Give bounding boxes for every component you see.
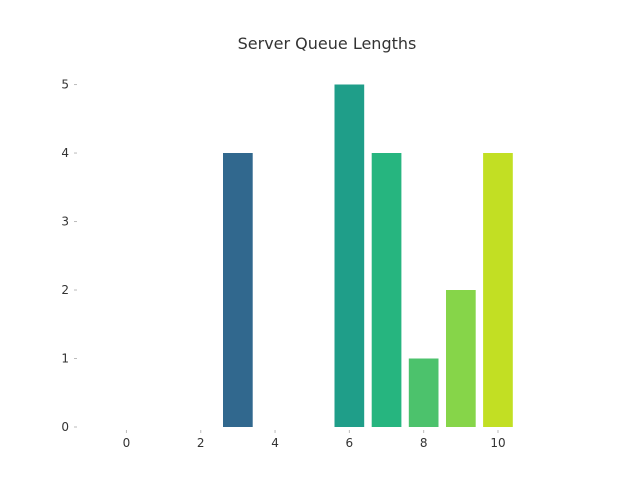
y-tick-label: 5 bbox=[61, 78, 69, 92]
y-tick-label: 4 bbox=[61, 146, 69, 160]
y-tick-label: 2 bbox=[61, 283, 69, 297]
x-tick-label: 10 bbox=[490, 436, 505, 450]
chart-title: Server Queue Lengths bbox=[238, 34, 417, 53]
bar-3 bbox=[223, 153, 253, 427]
y-tick-label: 0 bbox=[61, 420, 69, 434]
y-tick-label: 1 bbox=[61, 352, 69, 366]
bar-10 bbox=[483, 153, 513, 427]
x-tick-label: 6 bbox=[346, 436, 354, 450]
x-tick-label: 2 bbox=[197, 436, 205, 450]
x-tick-label: 8 bbox=[420, 436, 428, 450]
bar-9 bbox=[446, 290, 476, 427]
x-tick-label: 4 bbox=[271, 436, 279, 450]
x-axis: 0 2 4 6 8 10 bbox=[123, 430, 506, 450]
bars bbox=[223, 84, 513, 427]
x-tick-label: 0 bbox=[123, 436, 131, 450]
bar-7 bbox=[371, 153, 402, 427]
bar-8 bbox=[408, 358, 439, 427]
y-axis: 0 1 2 3 4 5 bbox=[61, 78, 77, 434]
y-tick-label: 3 bbox=[61, 215, 69, 229]
bar-6 bbox=[334, 84, 365, 427]
